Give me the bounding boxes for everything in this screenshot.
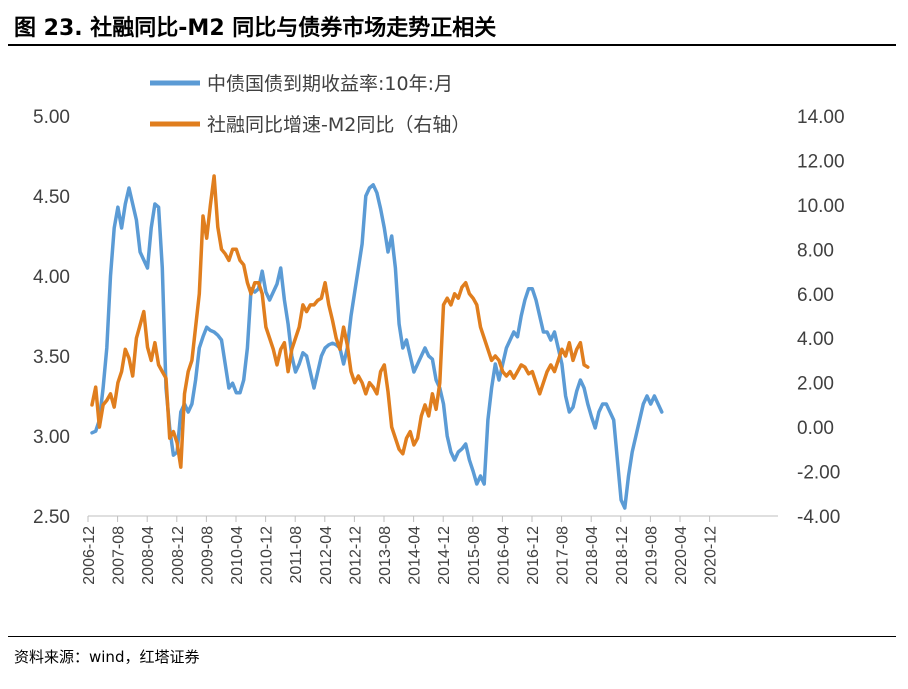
x-tick-label: 2007-08: [111, 526, 128, 585]
x-tick-label: 2018-04: [584, 526, 601, 585]
y-left-tick-label: 2.50: [33, 507, 70, 528]
x-tick-label: 2014-04: [407, 526, 424, 585]
footer-divider: [8, 636, 896, 637]
y-right-tick-label: 10.00: [797, 196, 845, 217]
x-tick-label: 2011-08: [288, 526, 305, 584]
y-left-tick-label: 3.00: [33, 427, 70, 448]
x-tick-label: 2008-04: [140, 526, 157, 585]
x-axis: 2006-12 2007-08 2008-04 2008-12 2009-08 2010-…: [81, 516, 720, 585]
legend-label-tsf-m2: 社融同比增速-M2同比（右轴）: [207, 114, 470, 136]
x-tick-label: 2020-12: [703, 526, 720, 585]
series-line-1: [90, 174, 590, 469]
x-tick-label: 2015-08: [466, 526, 483, 585]
title-divider: [8, 44, 896, 46]
y-right-tick-label: 12.00: [797, 151, 845, 172]
y-right-tick-label: -4.00: [797, 507, 840, 528]
source-note: 资料来源：wind，红塔证券: [14, 648, 200, 666]
y-right-tick-label: 0.00: [797, 418, 834, 439]
x-tick-label: 2009-08: [199, 526, 216, 585]
y-right-tick-label: 6.00: [797, 285, 834, 306]
series-lines: [90, 174, 664, 510]
y-right-tick-label: -2.00: [797, 463, 840, 484]
x-tick-label: 2016-12: [525, 526, 542, 585]
y-right-tick-label: 4.00: [797, 329, 834, 350]
x-tick-label: 2020-04: [673, 526, 690, 585]
x-tick-label: 2012-12: [347, 526, 364, 585]
y-left-tick-label: 3.50: [33, 347, 70, 368]
y-right-tick-label: 2.00: [797, 374, 834, 395]
x-tick-label: 2013-08: [377, 526, 394, 585]
x-tick-label: 2012-04: [318, 526, 335, 585]
y-left-tick-label: 5.00: [33, 107, 70, 128]
line-chart: 中债国债到期收益率:10年:月 社融同比增速-M2同比（右轴） 2.50 3.00…: [33, 73, 845, 585]
y-right-tick-label: 8.00: [797, 240, 834, 261]
x-tick-label: 2016-04: [495, 526, 512, 585]
x-tick-label: 2010-12: [259, 526, 276, 585]
y-axis-right: -4.00 -2.00 0.00 2.00 4.00 6.00 8.00 10.00 12.00…: [797, 107, 845, 528]
y-axis-left: 2.50 3.00 3.50 4.00 4.50 5.00: [33, 107, 70, 528]
x-tick-label: 2014-12: [436, 526, 453, 585]
y-left-tick-label: 4.00: [33, 267, 70, 288]
x-tick-label: 2010-04: [229, 526, 246, 585]
x-tick-label: 2006-12: [81, 526, 98, 585]
x-tick-label: 2018-12: [614, 526, 631, 585]
x-tick-label: 2008-12: [170, 526, 187, 585]
figure-title: 图 23. 社融同比-M2 同比与债券市场走势正相关: [14, 16, 497, 41]
y-right-tick-label: 14.00: [797, 107, 845, 128]
series-line-0: [90, 183, 664, 510]
x-tick-label: 2019-08: [643, 526, 660, 585]
y-left-tick-label: 4.50: [33, 187, 70, 208]
chart-legend: 中债国债到期收益率:10年:月 社融同比增速-M2同比（右轴）: [150, 73, 470, 136]
x-tick-label: 2017-08: [555, 526, 572, 585]
legend-label-bond-yield: 中债国债到期收益率:10年:月: [207, 73, 453, 95]
